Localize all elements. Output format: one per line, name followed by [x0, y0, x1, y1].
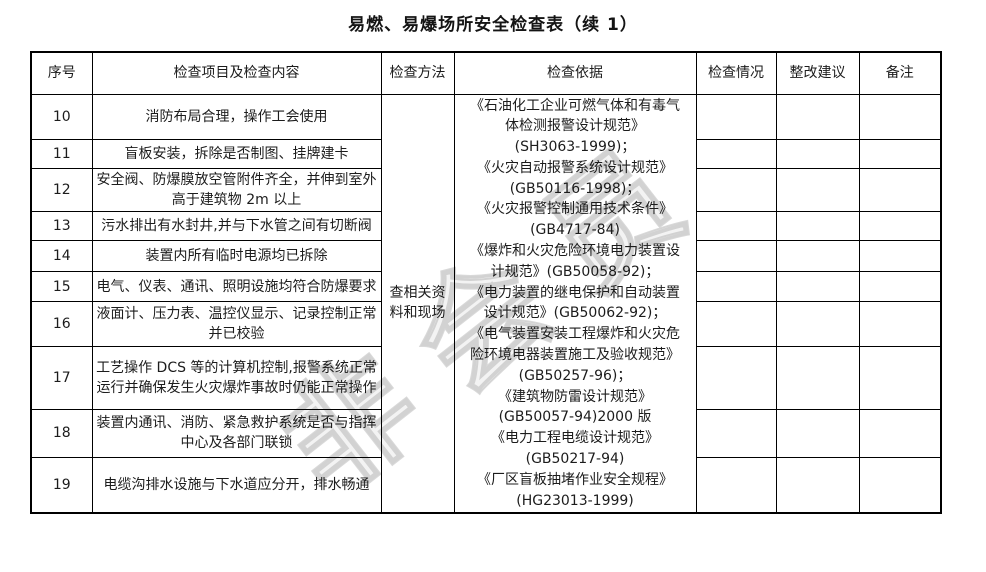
table-row: 18 装置内通讯、消防、紧急救护系统是否与指挥中心及各部门联锁 — [30, 409, 942, 458]
content-cell: 电气、仪表、通讯、照明设施均符合防爆要求 — [91, 271, 382, 302]
table-row: 16 液面计、压力表、温控仪显示、记录控制正常并已校验 — [30, 300, 942, 347]
remark-cell — [858, 240, 942, 273]
content-cell: 污水排出有水封井,并与下水管之间有切断阀 — [91, 211, 382, 242]
remark-cell — [858, 300, 942, 347]
table-row: 13 污水排出有水封井,并与下水管之间有切断阀 — [30, 211, 942, 242]
content-cell: 液面计、压力表、温控仪显示、记录控制正常并已校验 — [91, 300, 382, 347]
remark-cell — [858, 345, 942, 411]
remark-cell — [858, 138, 942, 169]
basis-line: 计规范》(GB50058-92)； — [490, 263, 660, 280]
suggestion-cell — [775, 345, 860, 411]
basis-line: (SH3063-1999)； — [514, 139, 636, 156]
basis-line: 设计规范》(GB50062-92)； — [483, 305, 667, 322]
remark-cell — [858, 456, 942, 514]
basis-line: 《电力装置的继电保护和自动装置 — [470, 284, 680, 301]
col-header-method: 检查方法 — [380, 51, 455, 95]
suggestion-cell — [775, 240, 860, 273]
suggestion-cell — [775, 409, 860, 458]
suggestion-cell — [775, 93, 860, 140]
basis-cell: 《石油化工企业可燃气体和有毒气 体检测报警设计规范》 (SH3063-1999)； 《… — [453, 93, 697, 514]
col-header-basis: 检查依据 — [453, 51, 697, 95]
basis-line: 《火灾报警控制通用技术条件》 — [477, 201, 673, 218]
suggestion-cell — [775, 456, 860, 514]
col-header-serial: 序号 — [30, 51, 93, 95]
basis-line: (HG23013-1999) — [516, 492, 634, 509]
page: 非会员 易燃、易爆场所安全检查表（续 1） 序号 检查项目及检查内容 检查方法 … — [30, 15, 942, 525]
serial-cell: 15 — [30, 271, 93, 302]
status-cell — [695, 271, 777, 302]
content-cell: 装置内通讯、消防、紧急救护系统是否与指挥中心及各部门联锁 — [91, 409, 382, 458]
col-header-remark: 备注 — [858, 51, 942, 95]
status-cell — [695, 300, 777, 347]
status-cell — [695, 456, 777, 514]
content-cell: 工艺操作 DCS 等的计算机控制,报警系统正常运行并确保发生火灾爆炸事故时仍能正… — [91, 345, 382, 411]
inspection-table: 序号 检查项目及检查内容 检查方法 检查依据 检查情况 整改建议 备注 10 消防… — [30, 51, 942, 515]
status-cell — [695, 345, 777, 411]
status-cell — [695, 167, 777, 213]
table-row: 10 消防布局合理，操作工会使用 查相关资料和现场 《石油化工企业可燃气体和有毒气 体检… — [30, 93, 942, 514]
table-row: 12 安全阀、防爆膜放空管附件齐全，并伸到室外高于建筑物 2m 以上 — [30, 167, 942, 213]
page-title: 易燃、易爆场所安全检查表（续 1） — [348, 15, 638, 35]
col-header-suggestion: 整改建议 — [775, 51, 860, 95]
basis-line: 《电气装置安装工程爆炸和火灾危 — [470, 326, 680, 343]
basis-line: 《石油化工企业可燃气体和有毒气 — [470, 97, 680, 114]
header-row: 序号 检查项目及检查内容 检查方法 检查依据 检查情况 整改建议 备注 — [30, 51, 942, 95]
serial-cell: 13 — [30, 211, 93, 242]
basis-line: (GB50257-96)； — [518, 367, 632, 384]
suggestion-cell — [775, 271, 860, 302]
basis-line: 险环境电器装置施工及验收规范》 — [470, 347, 680, 364]
status-cell — [695, 240, 777, 273]
basis-line: 《电力工程电缆设计规范》 — [491, 430, 659, 447]
basis-line: (GB50116-1998)； — [509, 180, 641, 197]
table-row: 17 工艺操作 DCS 等的计算机控制,报警系统正常运行并确保发生火灾爆炸事故时仍… — [30, 345, 942, 411]
suggestion-cell — [775, 167, 860, 213]
suggestion-cell — [775, 211, 860, 242]
remark-cell — [858, 211, 942, 242]
table-row: 14 装置内所有临时电源均已拆除 — [30, 240, 942, 273]
content-cell: 安全阀、防爆膜放空管附件齐全，并伸到室外高于建筑物 2m 以上 — [91, 167, 382, 213]
serial-cell: 17 — [30, 345, 93, 411]
status-cell — [695, 409, 777, 458]
serial-cell: 11 — [30, 138, 93, 169]
basis-line: 体检测报警设计规范》 — [505, 118, 645, 135]
basis-line: (GB4717-84) — [530, 222, 620, 239]
suggestion-cell — [775, 300, 860, 347]
content-cell: 电缆沟排水设施与下水道应分开，排水畅通 — [91, 456, 382, 514]
content-cell: 装置内所有临时电源均已拆除 — [91, 240, 382, 273]
col-header-status: 检查情况 — [695, 51, 777, 95]
remark-cell — [858, 271, 942, 302]
serial-cell: 16 — [30, 300, 93, 347]
table-body: 10 消防布局合理，操作工会使用 查相关资料和现场 《石油化工企业可燃气体和有毒气 体检… — [30, 93, 942, 514]
basis-line: 《爆炸和火灾危险环境电力装置设 — [470, 243, 680, 260]
serial-cell: 14 — [30, 240, 93, 273]
serial-cell: 19 — [30, 456, 93, 514]
basis-line: 《厂区盲板抽堵作业安全规程》 — [477, 471, 673, 488]
basis-line: 《火灾自动报警系统设计规范》 — [477, 159, 673, 176]
basis-line: (GB50057-94)2000 版 — [498, 409, 652, 426]
remark-cell — [858, 409, 942, 458]
status-cell — [695, 211, 777, 242]
serial-cell: 12 — [30, 167, 93, 213]
suggestion-cell — [775, 138, 860, 169]
basis-line: (GB50217-94) — [525, 451, 625, 468]
remark-cell — [858, 93, 942, 140]
method-cell: 查相关资料和现场 — [380, 93, 455, 514]
col-header-item: 检查项目及检查内容 — [91, 51, 382, 95]
serial-cell: 10 — [30, 93, 93, 140]
table-row: 19 电缆沟排水设施与下水道应分开，排水畅通 — [30, 456, 942, 514]
content-cell: 盲板安装，拆除是否制图、挂牌建卡 — [91, 138, 382, 169]
status-cell — [695, 138, 777, 169]
serial-cell: 18 — [30, 409, 93, 458]
status-cell — [695, 93, 777, 140]
content-cell: 消防布局合理，操作工会使用 — [91, 93, 382, 140]
table-row: 11 盲板安装，拆除是否制图、挂牌建卡 — [30, 138, 942, 169]
remark-cell — [858, 167, 942, 213]
basis-line: 《建筑物防雷设计规范》 — [498, 388, 652, 405]
